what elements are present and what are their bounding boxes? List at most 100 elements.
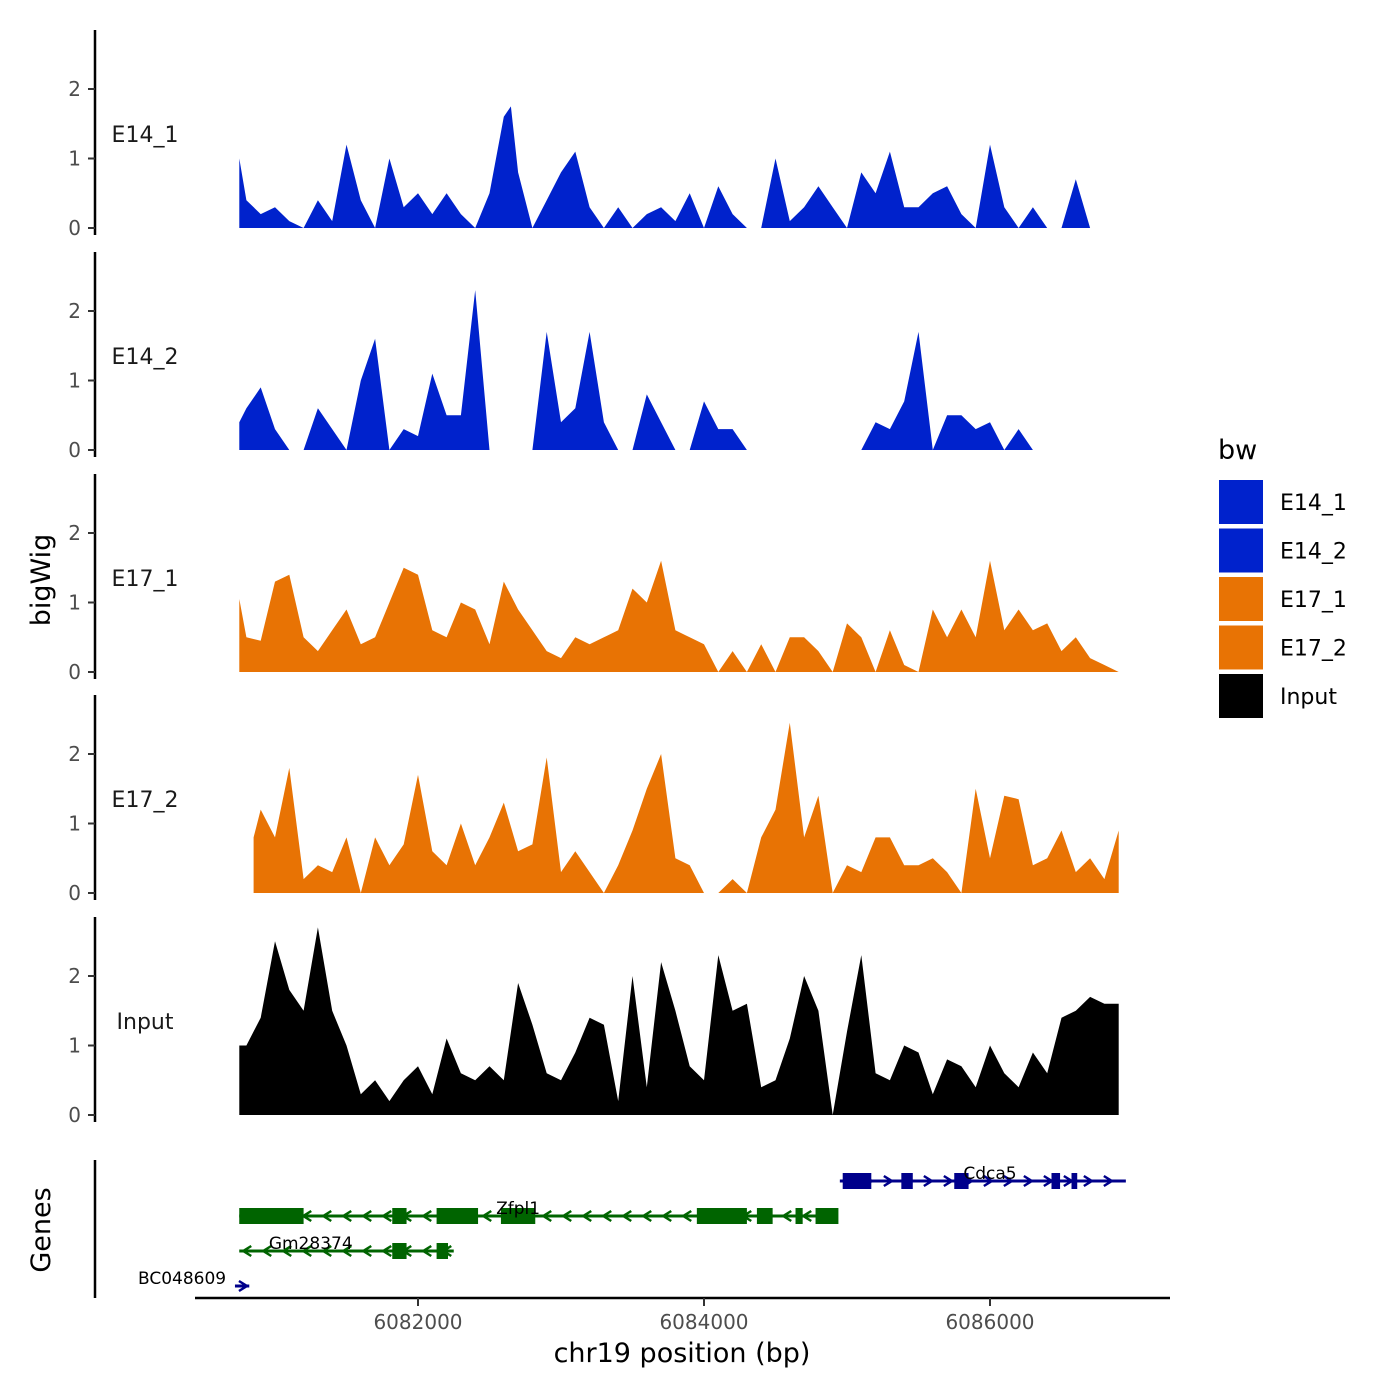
exon-gm28374-0 bbox=[392, 1243, 407, 1259]
y-tick-label-e17-1-2: 2 bbox=[68, 521, 81, 545]
gene-label-zfpl1: Zfpl1 bbox=[496, 1199, 540, 1219]
strand-arrow-cdca5 bbox=[923, 1174, 935, 1188]
y-tick-label-input-1: 1 bbox=[68, 1034, 81, 1058]
strand-arrow-zfpl1 bbox=[360, 1209, 372, 1223]
gene-cdca5: Cdca5 bbox=[839, 1164, 1126, 1189]
strand-arrow-gm28374 bbox=[380, 1244, 392, 1258]
exon-zfpl1-1 bbox=[392, 1208, 407, 1224]
exon-cdca5-3 bbox=[1051, 1173, 1061, 1189]
legend: bw E14_1 E14_2 E17_1 E17_2 Input bbox=[1218, 435, 1347, 718]
exon-cdca5-1 bbox=[901, 1173, 913, 1189]
y-tick-label-e14-2-1: 1 bbox=[68, 369, 81, 393]
legend-swatch-e17-1 bbox=[1219, 577, 1263, 621]
legend-swatch-e14-1 bbox=[1219, 480, 1263, 524]
strand-arrow-zfpl1 bbox=[340, 1209, 352, 1223]
x-axis: 6082000 6084000 6086000 bbox=[195, 1296, 1170, 1334]
y-tick-label-e14-1-2: 2 bbox=[68, 77, 81, 101]
genes-panel: Cdca5 Zfpl1 Gm28374 BC048609 bbox=[93, 1160, 1126, 1298]
strand-arrow-gm28374 bbox=[320, 1244, 332, 1258]
x-tick-label-6084000: 6084000 bbox=[659, 1310, 748, 1334]
exon-cdca5-4 bbox=[1071, 1173, 1078, 1189]
genes-axis-title: Genes bbox=[26, 1187, 57, 1272]
y-tick-label-e17-2-0: 0 bbox=[68, 881, 81, 905]
strand-arrow-zfpl1 bbox=[620, 1209, 632, 1223]
y-axis-title: bigWig bbox=[26, 534, 57, 627]
legend-label-e14-2: E14_2 bbox=[1280, 540, 1347, 565]
facet-label-e17-2: E17_2 bbox=[112, 788, 179, 813]
exon-zfpl1-2 bbox=[436, 1208, 479, 1224]
legend-label-e17-1: E17_1 bbox=[1280, 588, 1347, 613]
strand-arrow-zfpl1 bbox=[640, 1209, 652, 1223]
strand-arrow-cdca5 bbox=[1083, 1174, 1095, 1188]
legend-swatch-input bbox=[1219, 674, 1263, 718]
legend-label-input: Input bbox=[1280, 685, 1337, 710]
exon-zfpl1-0 bbox=[239, 1208, 304, 1224]
strand-arrow-zfpl1 bbox=[600, 1209, 612, 1223]
area-e14-2 bbox=[239, 290, 1119, 450]
strand-arrow-gm28374 bbox=[260, 1244, 272, 1258]
strand-arrow-zfpl1 bbox=[540, 1209, 552, 1223]
area-e17-1 bbox=[239, 560, 1119, 672]
strand-arrow-zfpl1 bbox=[380, 1209, 392, 1223]
area-e14-1 bbox=[239, 106, 1119, 228]
strand-arrow-gm28374 bbox=[280, 1244, 292, 1258]
exon-gm28374-1 bbox=[436, 1243, 449, 1259]
y-tick-label-e14-2-2: 2 bbox=[68, 299, 81, 323]
coverage-tracks: 0 1 2 E14_1 0 1 2 E14_2 0 1 2 E17_1 0 1 2 E17_2 0 1 2 Input bbox=[68, 30, 1119, 1127]
strand-arrow-zfpl1 bbox=[420, 1209, 432, 1223]
track-e17-2: 0 1 2 E17_2 bbox=[68, 695, 1119, 905]
exon-cdca5-2 bbox=[954, 1173, 969, 1189]
gene-bc048609: BC048609 bbox=[138, 1269, 250, 1293]
strand-arrow-zfpl1 bbox=[780, 1209, 792, 1223]
exon-zfpl1-3 bbox=[500, 1208, 536, 1224]
x-tick-label-6086000: 6086000 bbox=[945, 1310, 1034, 1334]
exon-zfpl1-6 bbox=[795, 1208, 803, 1224]
facet-label-e14-1: E14_1 bbox=[112, 123, 179, 148]
legend-swatch-e17-2 bbox=[1219, 625, 1263, 670]
strand-arrow-gm28374 bbox=[300, 1244, 312, 1258]
x-axis-title: chr19 position (bp) bbox=[554, 1338, 811, 1369]
strand-arrow-zfpl1 bbox=[320, 1209, 332, 1223]
y-tick-label-e17-2-2: 2 bbox=[68, 742, 81, 766]
gene-label-cdca5: Cdca5 bbox=[963, 1164, 1016, 1184]
y-tick-label-input-2: 2 bbox=[68, 964, 81, 988]
y-tick-label-e17-1-0: 0 bbox=[68, 660, 81, 684]
track-input: 0 1 2 Input bbox=[68, 917, 1119, 1127]
legend-title: bw bbox=[1218, 435, 1257, 466]
facet-label-e14-2: E14_2 bbox=[112, 345, 179, 370]
x-tick-label-6082000: 6082000 bbox=[373, 1310, 462, 1334]
strand-arrow-cdca5 bbox=[883, 1174, 895, 1188]
strand-arrow-gm28374 bbox=[340, 1244, 352, 1258]
gene-label-gm28374: Gm28374 bbox=[269, 1234, 353, 1254]
strand-arrow-cdca5 bbox=[1003, 1174, 1015, 1188]
strand-arrow-bc048609 bbox=[238, 1279, 250, 1293]
strand-arrow-zfpl1 bbox=[480, 1209, 492, 1223]
strand-arrow-zfpl1 bbox=[680, 1209, 692, 1223]
exon-zfpl1-4 bbox=[696, 1208, 747, 1224]
track-e14-1: 0 1 2 E14_1 bbox=[68, 30, 1119, 240]
y-tick-label-input-0: 0 bbox=[68, 1103, 81, 1127]
legend-label-e14-1: E14_1 bbox=[1280, 491, 1347, 516]
strand-arrow-gm28374 bbox=[360, 1244, 372, 1258]
area-input bbox=[239, 927, 1119, 1115]
exon-zfpl1-5 bbox=[756, 1208, 773, 1224]
strand-arrow-cdca5 bbox=[1023, 1174, 1035, 1188]
y-tick-label-e14-1-0: 0 bbox=[68, 216, 81, 240]
gene-label-bc048609: BC048609 bbox=[138, 1269, 226, 1289]
strand-arrow-cdca5 bbox=[983, 1174, 995, 1188]
strand-arrow-zfpl1 bbox=[580, 1209, 592, 1223]
facet-label-e17-1: E17_1 bbox=[112, 567, 179, 592]
gene-zfpl1: Zfpl1 bbox=[239, 1199, 839, 1224]
strand-arrow-zfpl1 bbox=[560, 1209, 572, 1223]
strand-arrow-cdca5 bbox=[943, 1174, 955, 1188]
strand-arrow-zfpl1 bbox=[800, 1209, 812, 1223]
track-e17-1: 0 1 2 E17_1 bbox=[68, 474, 1119, 684]
gene-gm28374: Gm28374 bbox=[239, 1234, 454, 1259]
area-e17-2 bbox=[253, 722, 1119, 893]
strand-arrow-cdca5 bbox=[1103, 1174, 1115, 1188]
strand-arrow-gm28374 bbox=[420, 1244, 432, 1258]
legend-label-e17-2: E17_2 bbox=[1280, 637, 1347, 662]
exon-zfpl1-7 bbox=[815, 1208, 839, 1224]
y-tick-label-e14-2-0: 0 bbox=[68, 438, 81, 462]
